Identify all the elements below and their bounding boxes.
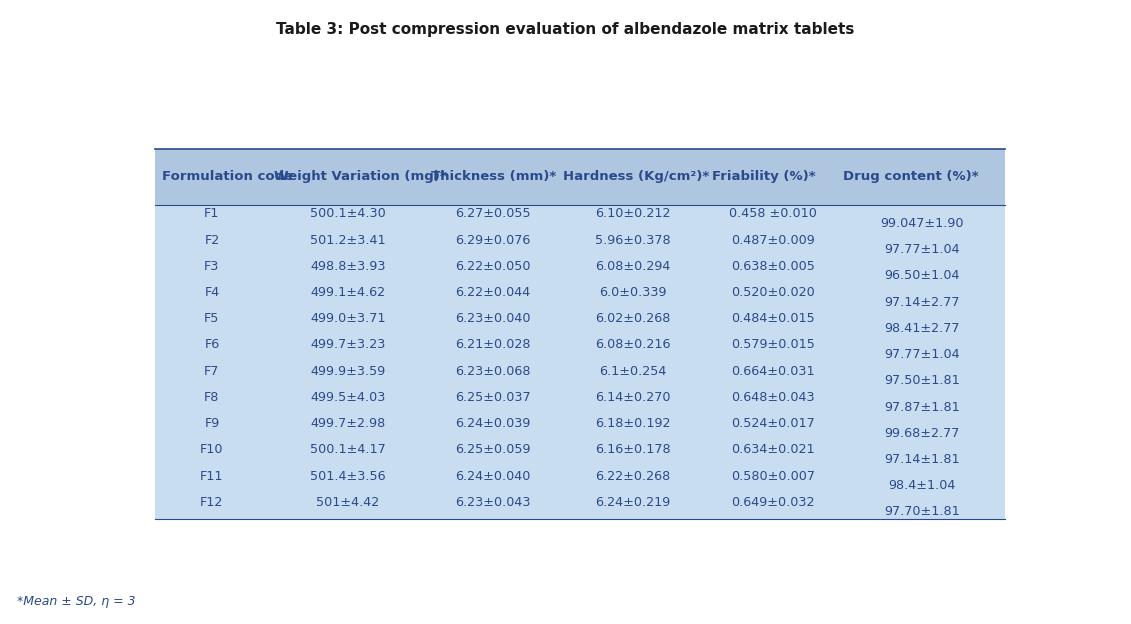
- Text: 97.77±1.04: 97.77±1.04: [884, 243, 960, 256]
- Text: 5.96±0.378: 5.96±0.378: [595, 233, 671, 246]
- Text: F3: F3: [205, 260, 219, 273]
- Text: F6: F6: [205, 338, 219, 351]
- Text: 0.579±0.015: 0.579±0.015: [731, 338, 815, 351]
- Text: 0.649±0.032: 0.649±0.032: [732, 496, 814, 509]
- Text: 6.22±0.044: 6.22±0.044: [455, 286, 530, 299]
- Text: F12: F12: [200, 496, 224, 509]
- Text: F11: F11: [200, 469, 224, 482]
- Text: 0.634±0.021: 0.634±0.021: [732, 443, 814, 456]
- Text: Drug content (%)*: Drug content (%)*: [844, 170, 979, 183]
- Text: 97.50±1.81: 97.50±1.81: [884, 374, 960, 388]
- Text: 99.68±2.77: 99.68±2.77: [884, 427, 959, 440]
- Text: F7: F7: [205, 364, 219, 378]
- Text: Formulation code: Formulation code: [162, 170, 293, 183]
- Text: F2: F2: [205, 233, 219, 246]
- Text: 499.1±4.62: 499.1±4.62: [310, 286, 386, 299]
- Text: F8: F8: [205, 391, 219, 404]
- Text: 6.21±0.028: 6.21±0.028: [455, 338, 530, 351]
- Text: 97.77±1.04: 97.77±1.04: [884, 348, 960, 361]
- Text: Table 3: Post compression evaluation of albendazole matrix tablets: Table 3: Post compression evaluation of …: [276, 22, 855, 37]
- Text: Friability (%)*: Friability (%)*: [711, 170, 815, 183]
- Text: *Mean ± SD, η = 3: *Mean ± SD, η = 3: [17, 595, 136, 608]
- Text: 97.14±2.77: 97.14±2.77: [884, 296, 959, 309]
- Text: F9: F9: [205, 417, 219, 430]
- Text: Thickness (mm)*: Thickness (mm)*: [431, 170, 556, 183]
- Text: 0.487±0.009: 0.487±0.009: [731, 233, 815, 246]
- Text: 501.2±3.41: 501.2±3.41: [310, 233, 386, 246]
- Text: 501.4±3.56: 501.4±3.56: [310, 469, 386, 482]
- Text: Weight Variation (mg)*: Weight Variation (mg)*: [274, 170, 447, 183]
- Text: 499.7±3.23: 499.7±3.23: [310, 338, 386, 351]
- Text: 97.14±1.81: 97.14±1.81: [884, 453, 960, 466]
- Text: 6.24±0.219: 6.24±0.219: [595, 496, 671, 509]
- Text: 6.02±0.268: 6.02±0.268: [595, 312, 671, 325]
- Text: 6.22±0.268: 6.22±0.268: [595, 469, 671, 482]
- Text: F10: F10: [200, 443, 224, 456]
- Text: 98.41±2.77: 98.41±2.77: [884, 322, 959, 335]
- Text: 6.10±0.212: 6.10±0.212: [595, 207, 671, 220]
- Text: 6.0±0.339: 6.0±0.339: [599, 286, 666, 299]
- Text: F5: F5: [205, 312, 219, 325]
- Text: 499.7±2.98: 499.7±2.98: [310, 417, 386, 430]
- Text: 6.22±0.050: 6.22±0.050: [455, 260, 530, 273]
- Text: F4: F4: [205, 286, 219, 299]
- Text: 6.25±0.059: 6.25±0.059: [455, 443, 530, 456]
- Text: 6.16±0.178: 6.16±0.178: [595, 443, 671, 456]
- Text: 6.24±0.040: 6.24±0.040: [455, 469, 530, 482]
- Text: 0.520±0.020: 0.520±0.020: [731, 286, 815, 299]
- Text: Hardness (Kg/cm²)*: Hardness (Kg/cm²)*: [563, 170, 709, 183]
- Text: 498.8±3.93: 498.8±3.93: [310, 260, 386, 273]
- Text: 6.27±0.055: 6.27±0.055: [455, 207, 530, 220]
- Text: 0.638±0.005: 0.638±0.005: [731, 260, 815, 273]
- Text: 6.29±0.076: 6.29±0.076: [455, 233, 530, 246]
- Text: 97.87±1.81: 97.87±1.81: [884, 401, 960, 414]
- Text: 500.1±4.30: 500.1±4.30: [310, 207, 386, 220]
- Text: 499.5±4.03: 499.5±4.03: [310, 391, 386, 404]
- Text: 6.1±0.254: 6.1±0.254: [599, 364, 666, 378]
- Text: 6.14±0.270: 6.14±0.270: [595, 391, 671, 404]
- Text: 6.23±0.043: 6.23±0.043: [455, 496, 530, 509]
- Text: 6.23±0.040: 6.23±0.040: [455, 312, 530, 325]
- Text: 96.50±1.04: 96.50±1.04: [884, 270, 959, 283]
- Text: 99.047±1.90: 99.047±1.90: [880, 217, 964, 230]
- Text: 6.08±0.294: 6.08±0.294: [595, 260, 671, 273]
- Text: 6.08±0.216: 6.08±0.216: [595, 338, 671, 351]
- Text: 0.580±0.007: 0.580±0.007: [731, 469, 815, 482]
- Text: 0.458 ±0.010: 0.458 ±0.010: [729, 207, 817, 220]
- Text: 501±4.42: 501±4.42: [317, 496, 380, 509]
- Text: 6.24±0.039: 6.24±0.039: [455, 417, 530, 430]
- Text: 0.648±0.043: 0.648±0.043: [732, 391, 814, 404]
- Text: 0.484±0.015: 0.484±0.015: [731, 312, 815, 325]
- Text: 6.23±0.068: 6.23±0.068: [455, 364, 530, 378]
- Text: 0.524±0.017: 0.524±0.017: [731, 417, 815, 430]
- Text: 0.664±0.031: 0.664±0.031: [732, 364, 814, 378]
- Text: 6.18±0.192: 6.18±0.192: [595, 417, 671, 430]
- Text: 97.70±1.81: 97.70±1.81: [884, 505, 960, 519]
- Text: 500.1±4.17: 500.1±4.17: [310, 443, 386, 456]
- Text: 98.4±1.04: 98.4±1.04: [888, 479, 956, 492]
- Text: 499.9±3.59: 499.9±3.59: [310, 364, 386, 378]
- Text: F1: F1: [205, 207, 219, 220]
- Text: 499.0±3.71: 499.0±3.71: [310, 312, 386, 325]
- Text: 6.25±0.037: 6.25±0.037: [455, 391, 530, 404]
